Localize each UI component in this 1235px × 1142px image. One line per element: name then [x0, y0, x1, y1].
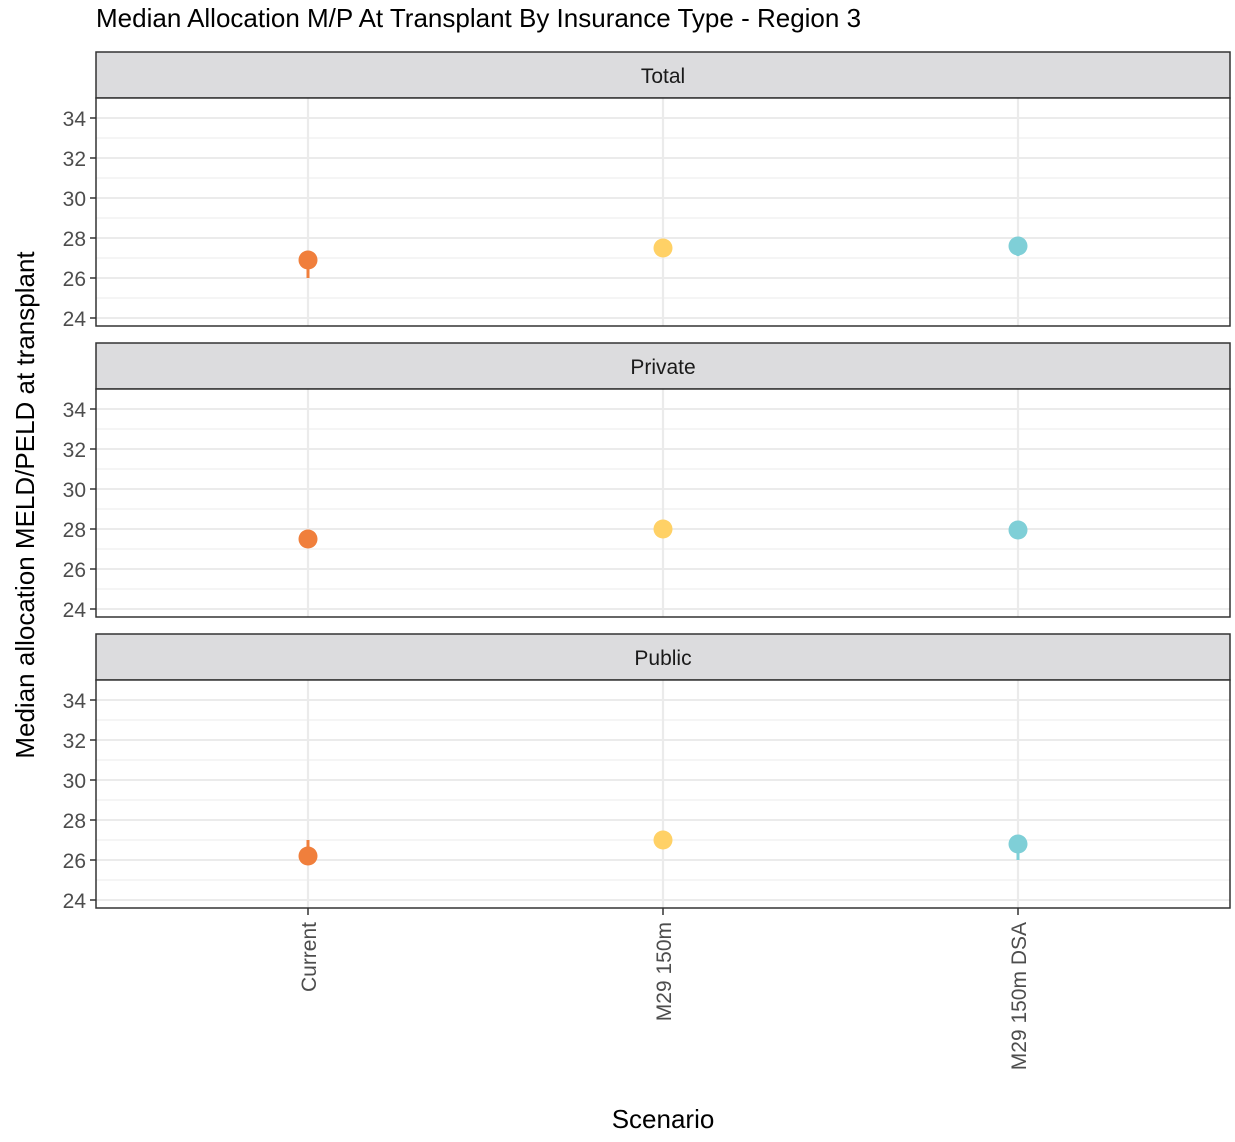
- chart-title: Median Allocation M/P At Transplant By I…: [96, 3, 861, 33]
- x-tick-label: M29 150m DSA: [1008, 922, 1031, 1070]
- panel-border: [95, 388, 1231, 618]
- y-tick-label: 24: [63, 599, 87, 622]
- data-point: [653, 238, 673, 258]
- data-point: [1008, 520, 1028, 540]
- y-tick-label: 28: [63, 228, 86, 251]
- facet-strip-label: Total: [641, 65, 685, 88]
- y-tick-label: 32: [63, 439, 86, 462]
- panel-total: Total 24 26 28 30 32 34: [63, 51, 1231, 331]
- data-point: [653, 830, 673, 850]
- x-tick-label: Current: [298, 922, 321, 992]
- y-tick-label: 34: [63, 108, 87, 131]
- facet-panels: Total242628303234Private242628303234Publ…: [63, 51, 1231, 913]
- data-point: [298, 846, 318, 866]
- panel-border: [95, 97, 1231, 327]
- y-tick-label: 26: [63, 850, 86, 873]
- data-point: [298, 250, 318, 270]
- data-point: [1008, 236, 1028, 256]
- y-axis-label: Median allocation MELD/PELD at transplan…: [10, 251, 40, 759]
- y-tick-label: 28: [63, 519, 86, 542]
- x-axis-label: Scenario: [612, 1104, 715, 1134]
- y-tick-label: 24: [63, 308, 87, 331]
- facet-strip: [95, 51, 1231, 99]
- y-tick-label: 32: [63, 730, 86, 753]
- facet-strip-label: Public: [634, 647, 691, 670]
- facet-strip: [95, 633, 1231, 681]
- y-tick-label: 30: [63, 479, 86, 502]
- y-tick-label: 32: [63, 148, 86, 171]
- x-axis: Current M29 150m M29 150m DSA: [298, 908, 1031, 1070]
- x-tick-label: M29 150m: [653, 922, 676, 1021]
- panel-public: Public 24 26 28 30 32 34: [63, 633, 1231, 913]
- y-tick-label: 34: [63, 690, 87, 713]
- y-tick-label: 26: [63, 268, 86, 291]
- y-tick-label: 30: [63, 770, 86, 793]
- data-point: [298, 529, 318, 549]
- y-tick-label: 26: [63, 559, 86, 582]
- y-tick-label: 34: [63, 399, 87, 422]
- y-tick-label: 28: [63, 810, 86, 833]
- y-tick-label: 24: [63, 890, 87, 913]
- data-point: [1008, 834, 1028, 854]
- facet-strip-label: Private: [630, 356, 695, 379]
- facet-strip: [95, 342, 1231, 390]
- panel-private: Private 24 26 28 30 32 34: [63, 342, 1231, 622]
- data-point: [653, 519, 673, 539]
- y-tick-label: 30: [63, 188, 86, 211]
